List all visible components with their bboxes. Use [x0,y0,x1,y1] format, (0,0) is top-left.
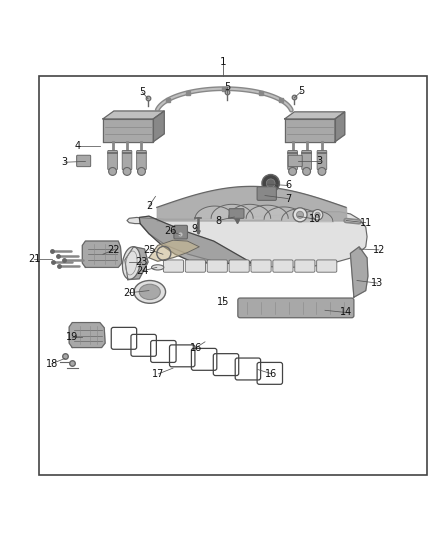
Text: 20: 20 [123,288,135,298]
Ellipse shape [123,247,140,279]
FancyBboxPatch shape [229,209,244,219]
Text: 18: 18 [46,359,58,369]
Text: 25: 25 [144,245,156,255]
Circle shape [318,167,326,175]
FancyBboxPatch shape [317,150,327,169]
Polygon shape [350,247,368,297]
Polygon shape [127,212,367,268]
Text: 1: 1 [220,56,227,67]
FancyBboxPatch shape [295,260,315,272]
Circle shape [266,179,275,188]
Circle shape [297,211,304,219]
FancyBboxPatch shape [185,260,205,272]
Ellipse shape [152,265,164,270]
FancyBboxPatch shape [251,260,271,272]
Circle shape [303,167,311,175]
Ellipse shape [139,284,160,300]
FancyBboxPatch shape [137,150,146,169]
Text: 14: 14 [340,308,352,318]
Text: 3: 3 [317,156,323,166]
Text: 7: 7 [285,193,291,204]
FancyBboxPatch shape [238,298,354,318]
Text: 24: 24 [136,266,148,276]
FancyBboxPatch shape [288,150,297,169]
Text: 6: 6 [285,181,291,190]
Text: 15: 15 [217,297,230,308]
Text: 17: 17 [152,369,165,379]
Text: 8: 8 [215,215,221,225]
Text: 22: 22 [108,245,120,255]
Text: 5: 5 [139,87,145,97]
Text: 21: 21 [28,254,40,264]
Text: 12: 12 [373,245,385,255]
Polygon shape [125,247,148,280]
Circle shape [315,212,320,217]
FancyBboxPatch shape [229,260,249,272]
Text: 5: 5 [224,82,230,92]
Text: 11: 11 [360,217,372,228]
Polygon shape [335,112,345,142]
Text: 23: 23 [135,257,147,267]
Polygon shape [103,111,164,119]
Polygon shape [285,112,345,119]
Text: 10: 10 [309,214,321,224]
FancyBboxPatch shape [122,150,132,169]
Ellipse shape [134,280,166,303]
FancyBboxPatch shape [207,260,227,272]
Polygon shape [82,241,122,268]
Polygon shape [149,240,199,261]
Circle shape [312,209,323,220]
Circle shape [262,174,279,192]
FancyBboxPatch shape [273,260,293,272]
FancyBboxPatch shape [174,225,187,239]
FancyBboxPatch shape [302,150,311,169]
Bar [39,76,427,474]
Polygon shape [139,216,252,263]
FancyBboxPatch shape [317,260,337,272]
Text: 5: 5 [298,86,304,96]
Text: 9: 9 [192,224,198,235]
Polygon shape [285,119,335,142]
FancyBboxPatch shape [288,155,302,167]
Circle shape [289,167,297,175]
Text: 13: 13 [371,278,384,288]
Circle shape [293,208,307,222]
Polygon shape [103,119,153,142]
FancyBboxPatch shape [163,260,184,272]
Polygon shape [69,322,105,348]
Text: 19: 19 [66,332,78,342]
Text: 16: 16 [265,369,278,379]
Circle shape [138,167,145,175]
Text: 3: 3 [62,157,68,167]
FancyBboxPatch shape [257,187,276,200]
Circle shape [109,167,117,175]
Text: 4: 4 [75,141,81,151]
Circle shape [123,167,131,175]
Text: 16: 16 [190,343,202,352]
Polygon shape [153,111,164,142]
FancyBboxPatch shape [77,155,91,167]
Text: 26: 26 [164,225,176,236]
FancyBboxPatch shape [108,150,117,169]
Text: 2: 2 [146,201,152,211]
